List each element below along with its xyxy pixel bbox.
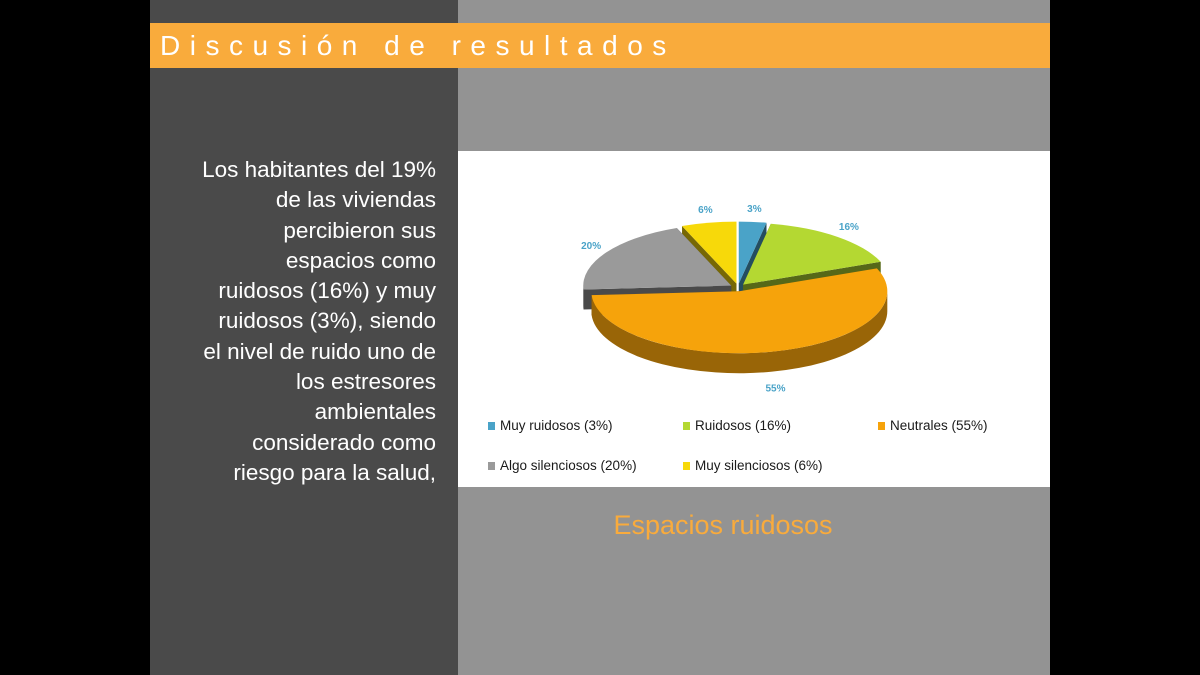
pie-data-label: 20% [581, 241, 601, 252]
legend-item: Muy ruidosos (3%) [488, 418, 613, 434]
legend-label: Muy silenciosos (6%) [695, 458, 823, 473]
legend-swatch [683, 422, 690, 430]
body-text: Los habitantes del 19% de las viviendas pe… [160, 155, 436, 488]
slide-title: Discusión de resultados [150, 23, 1050, 68]
legend-swatch [488, 422, 495, 430]
body-text-line: percibieron sus [283, 217, 436, 243]
body-text-line: espacios como [285, 247, 436, 273]
legend-label: Neutrales (55%) [890, 418, 988, 433]
pie-data-label: 3% [747, 204, 762, 215]
pie-data-label: 16% [839, 222, 859, 233]
body-text-line: de las viviendas [275, 187, 436, 213]
pie-slice [591, 268, 888, 374]
body-text-line: ruidosos (3%), siendo [218, 308, 436, 334]
body-text-line: ambientales [314, 399, 436, 425]
legend-swatch [683, 462, 690, 470]
legend-swatch [878, 422, 885, 430]
legend-item: Neutrales (55%) [878, 418, 988, 434]
slide: Discusión de resultados Los habitantes d… [150, 0, 1050, 675]
body-text-line: Los habitantes del 19% [202, 157, 436, 182]
legend-label: Ruidosos (16%) [695, 418, 792, 433]
legend-label: Algo silenciosos (20%) [500, 458, 637, 473]
legend-label: Muy ruidosos (3%) [500, 418, 613, 433]
chart-legend: Muy ruidosos (3%) Ruidosos (16%) Neutrales… [458, 151, 1050, 487]
body-text-line: el nivel de ruido uno de [203, 338, 436, 364]
chart-caption: Espacios ruidosos [613, 510, 833, 540]
body-text-line: los estresores [295, 369, 436, 395]
legend-item: Muy silenciosos (6%) [683, 458, 823, 474]
left-panel [150, 0, 458, 675]
body-text-line: considerado como [252, 429, 436, 455]
legend-item: Ruidosos (16%) [683, 418, 791, 434]
legend-item: Algo silenciosos (20%) [488, 458, 637, 474]
pie-chart: 3% 16% 55% 20% 6% Muy ruidosos (3%) Ruidosos … [458, 151, 1050, 487]
body-text-line: riesgo para la salud, [233, 459, 436, 485]
legend-swatch [488, 462, 495, 470]
pie-chart-svg: 3% 16% 55% 20% 6% [581, 204, 888, 394]
pie-data-label: 6% [698, 205, 713, 216]
body-text-line: ruidosos (16%) y muy [218, 278, 436, 304]
pie-data-label: 55% [766, 383, 786, 394]
